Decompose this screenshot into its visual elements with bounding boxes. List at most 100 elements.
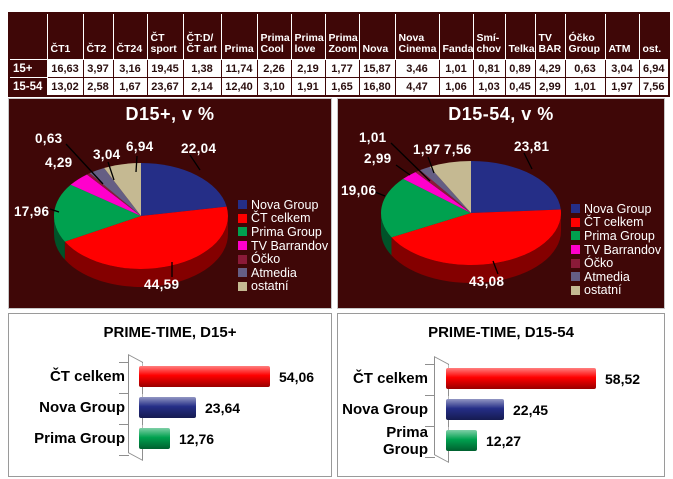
table-cell: 0,89 [504, 59, 536, 78]
table-cell: 4,47 [394, 77, 440, 97]
column-header: Smí- chov [473, 13, 506, 60]
legend-swatch [238, 281, 247, 291]
column-header: ATM [605, 13, 640, 60]
bar-category-label: ČT celkem [352, 370, 428, 387]
legend-label: Atmedia [584, 269, 630, 284]
table-cell: 19,45 [146, 59, 184, 78]
legend-item: Nova Group [571, 202, 661, 216]
pie-value-label: 22,04 [181, 141, 217, 156]
legend-item: TV Barrandov [238, 239, 328, 253]
bar-category-label: Nova Group [39, 399, 125, 416]
bar-title: PRIME-TIME, D15+ [103, 324, 237, 341]
table-cell: 3,16 [112, 59, 148, 78]
table-cell: 1,01 [438, 59, 474, 78]
table-cell: 2,14 [182, 77, 222, 97]
table-cell: 1,03 [472, 77, 506, 97]
table-cell: 2,19 [290, 59, 326, 78]
table-cell: 1,38 [182, 59, 222, 78]
row-label: 15-54 [9, 77, 48, 97]
pie-value-label: 2,99 [364, 151, 392, 166]
pie-value-label: 1,97 [413, 142, 441, 157]
pie-legend: Nova Group ČT celkem Prima Group TV Barrand… [571, 202, 661, 297]
legend-item: Nova Group [238, 198, 328, 212]
table-cell: 3,04 [604, 59, 640, 78]
bar-prima-group [139, 428, 170, 449]
legend-item: ČT celkem [571, 215, 661, 230]
axis-tick [119, 393, 129, 394]
table-cell: 6,94 [638, 59, 670, 78]
table-cell: 16,80 [358, 77, 396, 97]
axis-tick [119, 424, 129, 425]
pie-title: D15-54, v % [448, 104, 554, 124]
bar-category-label: Prima Group [383, 423, 428, 458]
legend-item: Óčko [238, 252, 328, 266]
bar-ct-celkem [139, 366, 270, 387]
pie-legend: Nova Group ČT celkem Prima Group TV Barrand… [238, 198, 328, 293]
pie-title: D15+, v % [125, 104, 215, 124]
legend-label: TV Barrandov [251, 238, 329, 253]
bar-nova-group [139, 397, 196, 418]
legend-swatch [571, 258, 580, 268]
legend-label: Prima Group [584, 228, 655, 243]
share-table: ČT1 ČT2 ČT24 ČT sport ČT:D/ ČT art Prima Prima… [8, 12, 670, 97]
leader-lines-d15plus [49, 143, 201, 277]
pie-panel-d15plus: D15+, v % 22,04 44,59 17,96 4,29 0,63 3,… [8, 98, 332, 309]
bar-value-label: 12,27 [486, 432, 522, 449]
axis-tick [425, 395, 435, 396]
bar-row: Nova Group 23,64 [9, 392, 331, 423]
pie-value-label: 1,01 [359, 130, 387, 145]
legend-item: TV Barrandov [571, 243, 661, 257]
pie-value-label: 23,81 [514, 139, 550, 154]
column-header: ost. [639, 13, 670, 60]
pie-value-label: 17,96 [14, 204, 50, 219]
legend-swatch [238, 254, 247, 264]
pie-panel-d15-54: D15-54, v % 23,81 43,08 19,06 2,99 1,01 … [337, 98, 665, 309]
bar-value-label: 58,52 [605, 370, 641, 387]
pie-value-label: 4,29 [45, 155, 73, 170]
legend-swatch [571, 272, 580, 282]
row-label: 15+ [9, 59, 48, 78]
bar-row: ČT celkem 54,06 [9, 361, 331, 392]
legend-swatch [238, 241, 247, 251]
table-cell: 0,45 [504, 77, 536, 97]
axis-tick [425, 457, 435, 458]
bar-nova-group [446, 399, 504, 420]
legend-item: Atmedia [238, 266, 328, 280]
bar-row: Prima Group 12,76 [9, 423, 331, 454]
table-cell: 15,87 [358, 59, 396, 78]
bar-value-label: 54,06 [279, 368, 315, 385]
legend-label: Óčko [251, 252, 281, 267]
pie-value-label: 7,56 [444, 142, 472, 157]
column-header: ČT1 [47, 13, 84, 60]
table-corner-cell [9, 13, 48, 60]
bar-panel-primetime-d15-54: PRIME-TIME, D15-54 ČT celkem 58,52 Nova … [337, 313, 665, 477]
bar-title: PRIME-TIME, D15-54 [428, 324, 574, 341]
legend-label: ČT celkem [584, 215, 644, 230]
table-cell: 4,29 [534, 59, 566, 78]
legend-swatch [238, 213, 247, 223]
table-cell: 7,56 [638, 77, 670, 97]
bar-category-label: ČT celkem [49, 368, 125, 385]
column-header: Telka [505, 13, 536, 60]
bar-row: Nova Group 22,45 [338, 394, 664, 425]
bar-ct-celkem [446, 368, 596, 389]
column-header: ČT24 [113, 13, 148, 60]
bar-category-label: Prima Group [34, 430, 125, 447]
column-header: ČT2 [83, 13, 114, 60]
table-cell: 1,01 [564, 77, 606, 97]
column-header: TV BAR [535, 13, 566, 60]
table-row: 15+ 16,63 3,97 3,16 19,45 1,38 11,74 2,26 2,19 1,… [9, 59, 670, 78]
legend-label: Nova Group [584, 201, 652, 216]
bar-value-label: 23,64 [205, 399, 241, 416]
legend-label: TV Barrandov [584, 242, 662, 257]
legend-swatch [571, 245, 580, 255]
table-cell: 3,46 [394, 59, 440, 78]
bar-prima-group [446, 430, 477, 451]
legend-item: ČT celkem [238, 211, 328, 225]
pie-value-label: 3,04 [93, 147, 121, 162]
legend-swatch [238, 227, 247, 237]
legend-item: Óčko [571, 256, 661, 270]
legend-label: Óčko [584, 256, 614, 271]
table-cell: 11,74 [220, 59, 258, 78]
